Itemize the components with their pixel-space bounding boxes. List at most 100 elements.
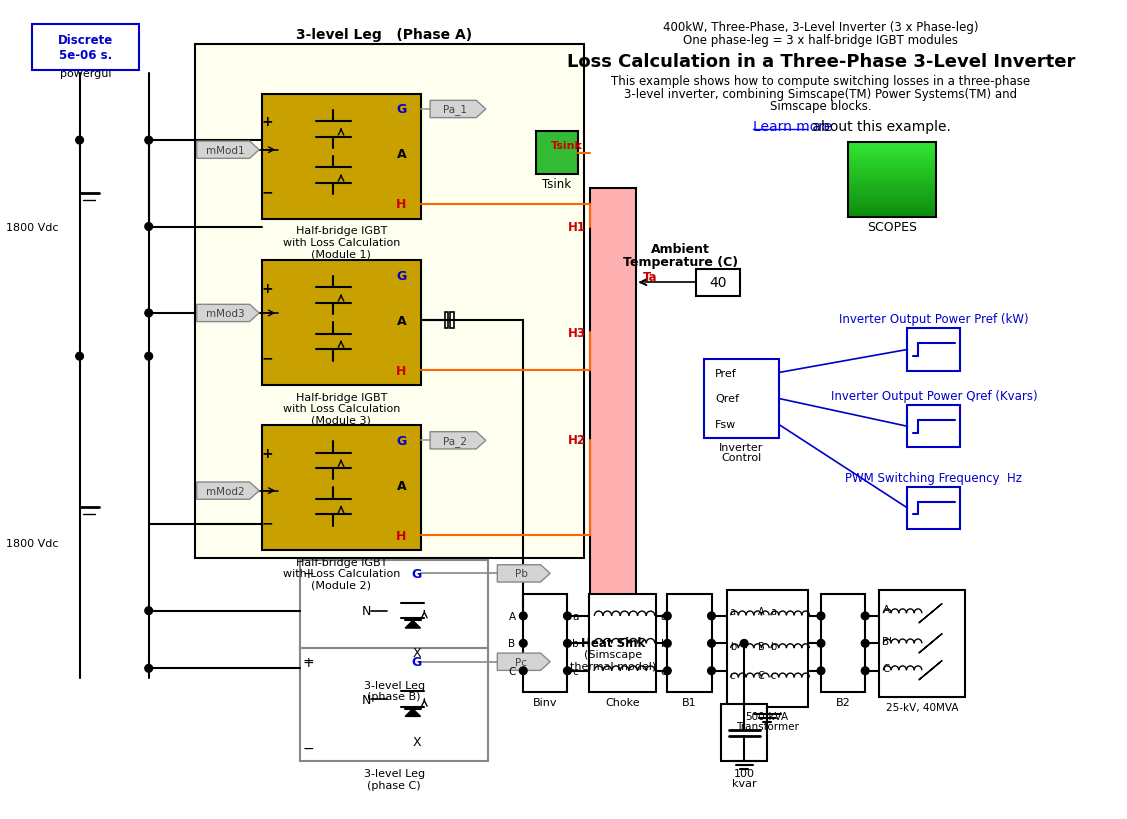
Text: 5e-06 s.: 5e-06 s. xyxy=(59,49,112,62)
Bar xyxy=(848,166,937,167)
Bar xyxy=(848,167,937,168)
Bar xyxy=(195,45,584,559)
Text: Fsw: Fsw xyxy=(716,420,737,430)
Polygon shape xyxy=(431,102,486,119)
Bar xyxy=(727,590,808,707)
Bar xyxy=(848,169,937,170)
Bar xyxy=(848,188,937,189)
Text: Qref: Qref xyxy=(716,394,739,404)
Text: a: a xyxy=(730,606,736,616)
Text: Loss Calculation in a Three-Phase 3-Level Inverter: Loss Calculation in a Three-Phase 3-Leve… xyxy=(567,53,1075,71)
Circle shape xyxy=(708,613,716,620)
Text: (Simscape: (Simscape xyxy=(584,649,642,659)
Text: 500-kVA: 500-kVA xyxy=(746,712,789,722)
Text: +: + xyxy=(302,567,314,581)
Bar xyxy=(848,217,937,218)
Text: 40: 40 xyxy=(710,276,727,290)
Bar xyxy=(848,173,937,174)
Text: (phase C): (phase C) xyxy=(367,780,420,790)
Text: SCOPES: SCOPES xyxy=(867,221,917,233)
Bar xyxy=(879,590,965,697)
Text: mMod3: mMod3 xyxy=(206,309,245,319)
Bar xyxy=(848,197,937,198)
Text: X: X xyxy=(412,735,420,748)
Text: 1800 Vdc: 1800 Vdc xyxy=(6,539,59,549)
Bar xyxy=(848,215,937,217)
Circle shape xyxy=(708,640,716,647)
Text: Heat Sink: Heat Sink xyxy=(580,636,645,649)
Bar xyxy=(721,704,767,762)
Bar xyxy=(848,146,937,147)
Text: 1800 Vdc: 1800 Vdc xyxy=(6,222,59,233)
Text: N: N xyxy=(362,693,371,706)
Text: a: a xyxy=(770,606,777,616)
Bar xyxy=(848,212,937,213)
Bar xyxy=(848,154,937,156)
Bar xyxy=(848,209,937,210)
Text: B: B xyxy=(508,639,515,649)
Text: Tsink: Tsink xyxy=(551,141,583,151)
Bar xyxy=(848,170,937,172)
Text: +: + xyxy=(302,655,314,669)
Text: Pa_2: Pa_2 xyxy=(443,436,467,446)
Text: powergui: powergui xyxy=(60,69,112,79)
Text: Choke: Choke xyxy=(605,697,639,707)
Text: −: − xyxy=(302,741,314,755)
Text: H: H xyxy=(397,529,407,542)
Text: 25-kV, 40MVA: 25-kV, 40MVA xyxy=(886,702,958,712)
Text: Ambient: Ambient xyxy=(651,242,710,256)
Bar xyxy=(848,213,937,214)
Bar xyxy=(848,150,937,151)
Text: mMod1: mMod1 xyxy=(206,146,245,156)
Text: Control: Control xyxy=(721,452,762,463)
Bar xyxy=(848,203,937,204)
Text: Pa_1: Pa_1 xyxy=(443,104,467,115)
Bar xyxy=(848,198,937,200)
Bar xyxy=(907,487,960,529)
Bar xyxy=(848,172,937,173)
Bar xyxy=(848,181,937,182)
Bar xyxy=(848,204,937,206)
Text: b: b xyxy=(730,641,736,651)
Bar xyxy=(588,595,656,693)
Text: PWM Switching Frequency  Hz: PWM Switching Frequency Hz xyxy=(845,471,1022,484)
Bar xyxy=(848,162,937,163)
Text: thermal model): thermal model) xyxy=(570,661,656,671)
Text: Half-bridge IGBT: Half-bridge IGBT xyxy=(295,392,387,402)
Text: Inverter: Inverter xyxy=(719,443,763,453)
Bar xyxy=(848,186,937,187)
Bar xyxy=(263,260,420,386)
Text: Ta: Ta xyxy=(644,270,658,283)
Bar xyxy=(848,144,937,145)
Bar xyxy=(848,147,937,148)
Text: c: c xyxy=(770,670,775,681)
Circle shape xyxy=(817,613,825,620)
Bar xyxy=(848,184,937,185)
Bar xyxy=(32,25,139,71)
Circle shape xyxy=(708,667,716,675)
Text: A: A xyxy=(508,611,515,621)
Bar xyxy=(848,161,937,162)
Bar xyxy=(848,180,937,181)
Bar xyxy=(848,163,937,164)
Text: This example shows how to compute switching losses in a three-phase: This example shows how to compute switch… xyxy=(612,75,1030,88)
Circle shape xyxy=(861,667,869,675)
Text: 100: 100 xyxy=(734,768,755,778)
Text: a: a xyxy=(573,611,578,621)
Bar xyxy=(667,595,711,693)
Bar xyxy=(848,193,937,195)
Text: (Module 1): (Module 1) xyxy=(311,249,371,259)
Bar xyxy=(848,176,937,178)
Text: One phase-leg = 3 x half-bridge IGBT modules: One phase-leg = 3 x half-bridge IGBT mod… xyxy=(683,34,958,47)
Bar xyxy=(848,214,937,215)
Text: Simscape blocks.: Simscape blocks. xyxy=(770,100,872,113)
Bar xyxy=(848,178,937,179)
Bar xyxy=(848,158,937,159)
Bar xyxy=(848,151,937,152)
Bar xyxy=(301,649,488,762)
Polygon shape xyxy=(497,565,550,582)
Polygon shape xyxy=(405,709,420,717)
Text: Tsink: Tsink xyxy=(542,178,571,191)
Circle shape xyxy=(564,640,571,647)
Circle shape xyxy=(76,137,83,145)
